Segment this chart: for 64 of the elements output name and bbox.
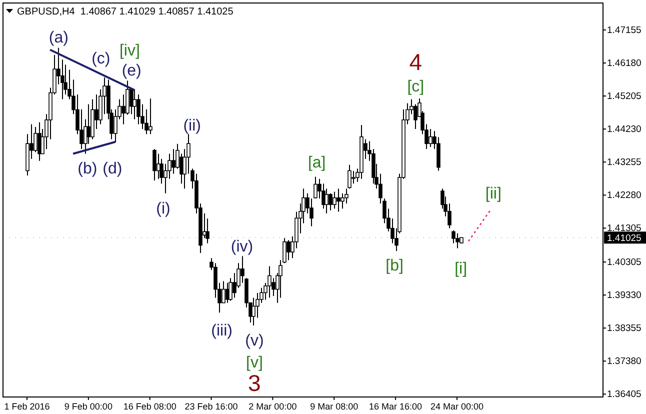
- annotation: 3: [248, 370, 261, 396]
- x-tick-label: 16 Mar 16:00: [369, 401, 422, 412]
- annotation: (b): [78, 160, 98, 178]
- annotation: (e): [122, 62, 142, 80]
- annotation: [iv]: [119, 42, 140, 60]
- annotation: [c]: [407, 78, 424, 96]
- y-tick-label: 1.39330: [607, 290, 642, 302]
- y-tick-label: 1.37380: [607, 356, 642, 368]
- x-tick-label: 1 Feb 2016: [4, 401, 50, 412]
- y-tick-label: 1.36405: [607, 389, 642, 400]
- candlestick: [314, 176, 318, 199]
- candlestick: [340, 192, 344, 210]
- annotation: (a): [48, 30, 68, 47]
- x-tick-label: 2 Mar 00:00: [248, 401, 297, 412]
- y-tick-label: 1.44230: [607, 124, 642, 136]
- candlestick: [222, 280, 226, 304]
- y-tick-label: 1.43255: [607, 157, 642, 168]
- candlestick: [348, 164, 352, 190]
- annotation: (iv): [230, 238, 254, 256]
- y-tick-label: 1.45205: [607, 91, 642, 102]
- candlestick: [136, 94, 140, 125]
- candlestick: [332, 191, 336, 210]
- candlestick: [252, 297, 256, 326]
- y-tick-label: 1.46180: [607, 58, 642, 70]
- candlestick: [456, 232, 460, 249]
- annotation: (ii): [183, 118, 201, 135]
- candlestick: [86, 104, 90, 144]
- annotation: 4: [409, 49, 422, 76]
- annotation: (c): [92, 50, 110, 68]
- candlestick: [324, 188, 328, 214]
- annotation: [a]: [308, 154, 326, 172]
- annotation: (i): [156, 200, 170, 218]
- candlestick: [344, 188, 348, 204]
- candlestick: [206, 218, 210, 244]
- x-tick-label: 16 Feb 08:00: [123, 401, 176, 412]
- candlestick: [336, 188, 340, 212]
- candlestick: [172, 148, 176, 174]
- candlestick: [286, 240, 290, 261]
- candlestick: [310, 198, 314, 227]
- x-tick-label: 23 Feb 16:00: [184, 401, 238, 412]
- candlestick: [428, 128, 432, 148]
- candlestick: [152, 148, 156, 182]
- y-tick-label: 1.47155: [607, 24, 642, 36]
- candlestick: [268, 266, 272, 298]
- y-tick-label: 1.38355: [607, 323, 642, 334]
- x-tick-label: 9 Feb 00:00: [64, 401, 112, 412]
- annotation: (v): [245, 332, 264, 350]
- y-tick-label: 1.40305: [607, 257, 642, 268]
- candlestick: [148, 98, 152, 135]
- annotation: (iii): [211, 322, 232, 340]
- annotation: [b]: [386, 258, 404, 275]
- annotation: [i]: [454, 260, 468, 278]
- annotation: (d): [102, 160, 122, 178]
- x-tick-label: 24 Mar 00:00: [430, 401, 484, 412]
- annotation: [v]: [246, 354, 263, 372]
- annotation: [ii]: [485, 186, 502, 203]
- candlestick: [352, 170, 356, 184]
- candlestick: [132, 88, 136, 120]
- y-tick-label: 1.41305: [607, 223, 642, 234]
- candlestick: [328, 192, 332, 211]
- y-tick-label: 1.42280: [607, 190, 642, 202]
- ref-line-label: 1.41025: [607, 232, 642, 244]
- chart-title: GBPUSD,H4 1.40867 1.41029 1.40857 1.41025: [17, 6, 234, 18]
- x-tick-label: 9 Mar 08:00: [310, 401, 358, 412]
